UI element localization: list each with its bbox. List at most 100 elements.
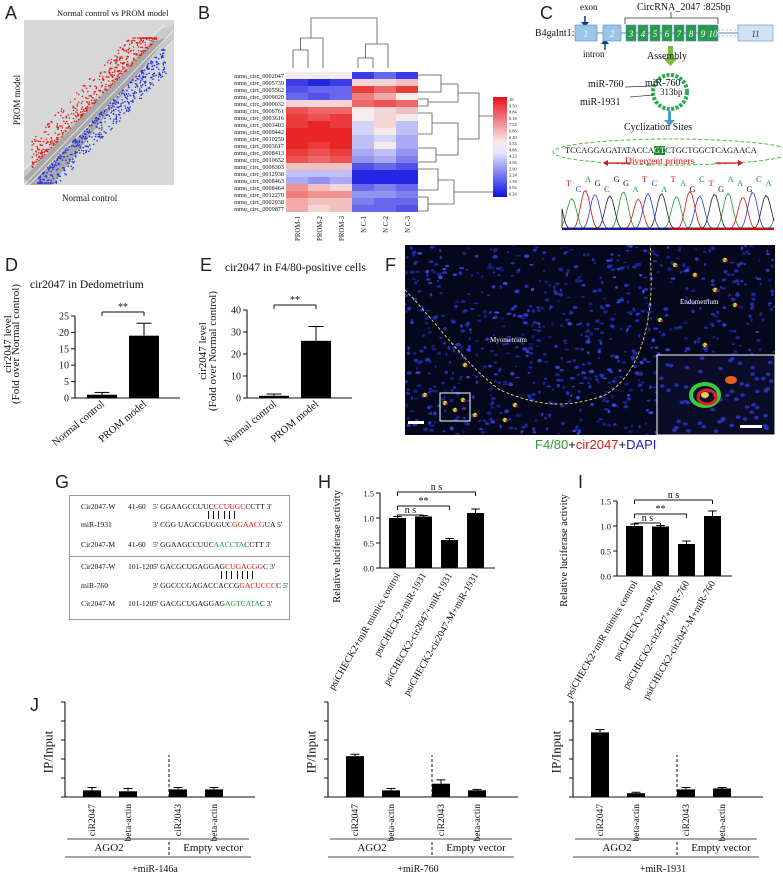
nucleus <box>466 293 471 295</box>
nucleus <box>559 288 563 292</box>
down-point <box>115 118 118 121</box>
down-point <box>129 94 132 97</box>
nucleus <box>651 338 655 343</box>
down-point <box>51 174 53 176</box>
nucleus <box>574 428 579 431</box>
nucleus <box>550 322 555 326</box>
down-point <box>101 137 103 139</box>
nucleus <box>635 319 640 322</box>
heatmap-cell <box>396 205 418 212</box>
nucleus <box>528 346 534 350</box>
heatmap-cell <box>308 86 330 93</box>
down-point <box>62 156 65 158</box>
down-point <box>110 107 113 109</box>
positive-cell <box>445 402 448 406</box>
up-point <box>31 156 34 158</box>
nucleus <box>596 420 600 423</box>
down-point <box>130 100 132 103</box>
nucleus <box>659 384 665 388</box>
up-point <box>125 49 127 52</box>
nucleus <box>609 338 613 340</box>
inset-cell <box>689 382 721 408</box>
down-point <box>87 145 89 148</box>
circrna-size: 313bp <box>660 87 683 97</box>
up-point <box>57 126 60 129</box>
scale-tick: 2.90 <box>509 166 517 171</box>
base-call: A <box>661 184 668 194</box>
up-point <box>102 91 104 93</box>
down-point <box>93 138 95 141</box>
panel-i-letter: I <box>578 472 584 492</box>
down-point <box>159 74 162 76</box>
up-point <box>148 45 151 48</box>
nucleus <box>512 245 516 247</box>
nucleus <box>508 382 513 387</box>
nucleus <box>618 382 623 385</box>
down-point <box>45 174 47 177</box>
scale-tick: 8.84 <box>509 110 517 115</box>
heatmap-cell <box>286 72 308 79</box>
nucleus <box>660 264 663 267</box>
down-point <box>112 112 115 115</box>
down-point <box>86 128 88 131</box>
nucleus <box>695 257 699 260</box>
seq-part: miR-760 <box>81 581 109 590</box>
up-point <box>65 115 68 118</box>
nucleus <box>536 345 539 347</box>
down-point <box>47 166 49 169</box>
down-point <box>71 160 73 163</box>
down-point <box>108 125 110 128</box>
nucleus <box>616 267 621 271</box>
down-point <box>97 117 99 120</box>
up-point <box>88 78 91 81</box>
down-point <box>138 88 141 90</box>
nucleus <box>489 417 493 421</box>
nucleus <box>751 292 756 297</box>
nucleus <box>427 421 432 425</box>
nucleus <box>451 321 456 324</box>
up-point <box>72 109 75 112</box>
heatmap-cell <box>374 142 396 149</box>
up-point <box>31 144 33 146</box>
nucleus <box>592 289 598 293</box>
nucleus <box>407 306 411 311</box>
up-point <box>80 108 83 110</box>
nucleus <box>610 253 614 256</box>
up-point <box>100 81 102 84</box>
nucleus <box>532 427 536 432</box>
nucleus <box>436 272 442 276</box>
nucleus <box>607 264 612 269</box>
heatmap-cell <box>308 149 330 156</box>
down-point <box>157 68 160 71</box>
nucleus <box>453 304 458 309</box>
row-label: mmu_circ_0003616 <box>234 115 284 122</box>
row-label: mmu_circ_0010652 <box>234 157 284 164</box>
nucleus <box>521 317 526 320</box>
exon-box <box>661 24 673 42</box>
nucleus <box>427 372 431 375</box>
base-call: T <box>709 178 715 188</box>
down-point <box>62 166 64 169</box>
x-category-label: ciR2043 <box>437 804 447 836</box>
nucleus <box>577 276 582 279</box>
nucleus <box>532 398 535 402</box>
down-point <box>63 168 65 171</box>
nucleus <box>761 317 765 322</box>
col-label: N C-1 <box>361 216 368 233</box>
up-point <box>136 53 138 55</box>
bar <box>169 789 187 797</box>
nucleus <box>701 277 706 281</box>
nucleus <box>538 390 541 395</box>
down-point <box>61 152 64 154</box>
nucleus <box>559 404 565 408</box>
x-category-label: beta-actin <box>210 804 220 842</box>
up-point <box>121 72 123 75</box>
bar <box>301 340 331 398</box>
nucleus <box>502 342 506 346</box>
mir-760-text: miR-760 <box>588 79 624 90</box>
nucleus <box>448 360 452 365</box>
heatmap-cell <box>352 205 374 212</box>
nucleus <box>593 262 597 264</box>
nucleus <box>610 268 616 271</box>
row-label: mmu_circ_0000032 <box>234 101 284 108</box>
